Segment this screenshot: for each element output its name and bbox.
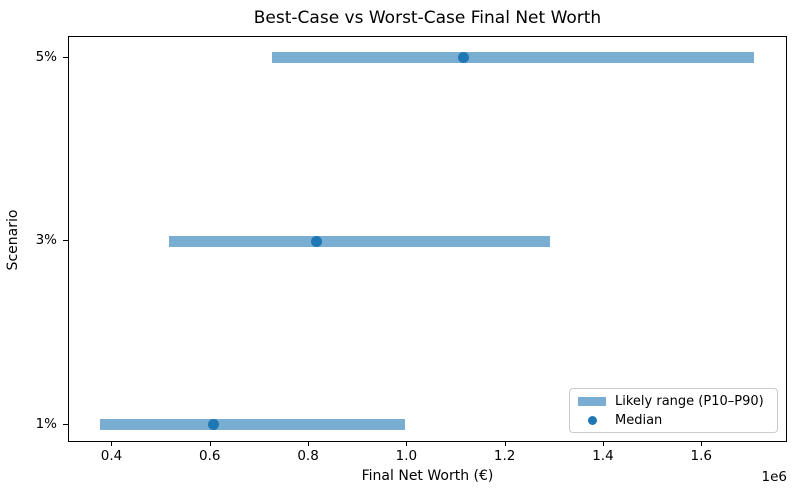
x-tick-mark — [406, 442, 408, 446]
x-tick-mark — [209, 442, 211, 446]
range-bar-1% — [100, 419, 405, 431]
y-tick-label-5%: 5% — [35, 48, 57, 65]
y-tick-mark — [63, 56, 68, 58]
plot-area — [68, 36, 787, 442]
x-tick-mark — [111, 442, 113, 446]
legend-item-median: Median — [578, 411, 769, 429]
x-axis-label: Final Net Worth (€) — [361, 468, 494, 484]
x-axis-offset-label: 1e6 — [761, 469, 787, 485]
y-tick-mark — [63, 240, 68, 242]
range-bar-swatch-icon — [578, 396, 606, 406]
chart-title: Best-Case vs Worst-Case Final Net Worth — [253, 8, 602, 28]
x-tick-label-0.8: 0.8 — [297, 448, 319, 464]
y-tick-label-1%: 1% — [35, 415, 57, 432]
legend-key-range — [578, 396, 606, 406]
x-tick-label-0.6: 0.6 — [199, 448, 221, 464]
median-marker-1% — [207, 419, 219, 431]
legend-label-median: Median — [615, 412, 663, 428]
x-tick-label-1.0: 1.0 — [395, 448, 418, 464]
legend: Likely range (P10–P90) Median — [569, 388, 778, 433]
legend-key-median — [578, 415, 606, 425]
x-tick-label-1.4: 1.4 — [592, 448, 614, 464]
y-tick-label-3%: 3% — [35, 232, 57, 249]
y-tick-mark — [63, 423, 68, 425]
median-marker-5% — [458, 52, 470, 64]
x-tick-label-1.2: 1.2 — [493, 448, 516, 464]
median-marker-3% — [310, 235, 322, 247]
x-tick-mark — [308, 442, 310, 446]
legend-item-likely-range: Likely range (P10–P90) — [578, 392, 769, 410]
x-tick-label-0.4: 0.4 — [100, 448, 123, 464]
range-bar-5% — [272, 52, 754, 64]
x-tick-label-1.6: 1.6 — [690, 448, 712, 464]
legend-label-likely-range: Likely range (P10–P90) — [615, 393, 764, 409]
median-dot-icon — [587, 415, 597, 425]
x-tick-mark — [701, 442, 703, 446]
x-tick-mark — [602, 442, 604, 446]
range-bar-3% — [169, 235, 550, 247]
x-tick-mark — [504, 442, 506, 446]
